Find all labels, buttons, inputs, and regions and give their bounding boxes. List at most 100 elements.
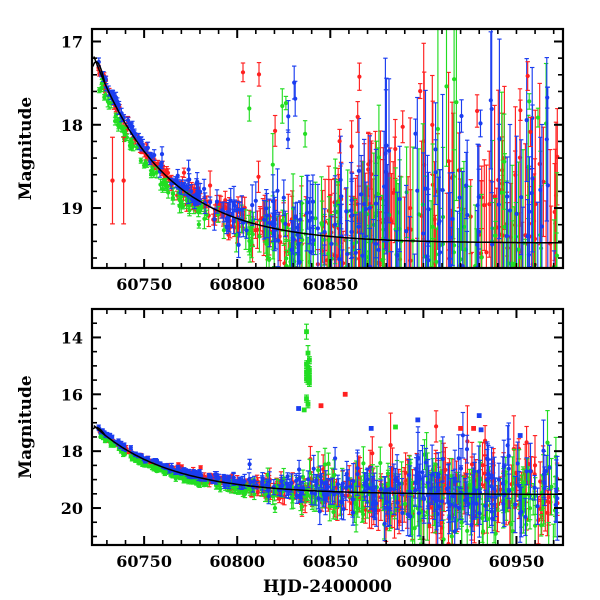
data-point: [181, 170, 187, 175]
y-tick-label: 19: [61, 199, 83, 218]
data-point: [250, 232, 255, 237]
data-point: [404, 229, 409, 234]
data-point: [526, 295, 530, 299]
panel-top: 60750 60800 60850 17 18 19 Magnitude: [16, 27, 565, 303]
data-point: [545, 95, 550, 100]
data-point: [497, 136, 502, 141]
data-point: [164, 167, 169, 173]
data-point: [527, 279, 531, 283]
data-point: [313, 216, 318, 221]
data-point: [239, 207, 244, 212]
data-point: [459, 113, 464, 119]
data-point: [390, 299, 394, 303]
data-point: [480, 463, 485, 468]
data-point: [232, 203, 237, 208]
data-point: [308, 210, 313, 215]
low-precision-points: [110, 61, 550, 225]
data-point: [158, 182, 163, 187]
data-point: [475, 203, 480, 208]
data-point: [138, 158, 143, 163]
data-point: [400, 124, 405, 129]
data-point: [408, 206, 413, 211]
data-point: [121, 129, 126, 134]
data-point: [262, 217, 267, 222]
data-point: [366, 279, 370, 283]
data-point: [349, 144, 354, 149]
data-point: [303, 131, 308, 136]
data-point: [367, 205, 372, 210]
data-point: [454, 100, 459, 105]
data-point: [470, 284, 474, 288]
data-points-top: [96, 30, 560, 303]
data-point: [353, 250, 358, 255]
x-tick-label: 60800: [209, 275, 265, 294]
data-point: [449, 274, 453, 278]
data-point: [223, 198, 228, 203]
axes-frame-top: [90, 27, 565, 270]
data-point: [488, 98, 493, 103]
data-point: [195, 179, 200, 184]
data-point: [536, 518, 541, 523]
data-point: [220, 208, 225, 213]
data-point: [450, 216, 455, 221]
data-point: [394, 285, 398, 289]
data-point: [478, 121, 483, 126]
data-point: [315, 226, 320, 231]
data-point: [273, 128, 278, 133]
data-points-bottom: [96, 405, 560, 544]
data-point: [350, 213, 355, 218]
data-point: [280, 103, 285, 109]
data-point: [212, 217, 217, 222]
data-point: [415, 188, 420, 193]
data-point: [286, 114, 291, 119]
data-point: [189, 189, 194, 194]
data-point: [376, 247, 381, 252]
data-point: [337, 257, 342, 262]
data-point: [382, 184, 387, 189]
data-point: [121, 178, 126, 183]
data-point: [327, 238, 332, 243]
data-point: [304, 269, 308, 273]
data-point: [293, 96, 298, 101]
data-point: [235, 207, 240, 212]
data-point: [373, 201, 378, 206]
data-point: [247, 106, 252, 111]
data-point: [363, 207, 369, 212]
data-point: [143, 147, 148, 152]
data-point: [474, 283, 478, 287]
data-point: [236, 242, 241, 247]
data-point: [475, 108, 480, 114]
data-point: [196, 222, 201, 227]
data-point: [357, 74, 362, 79]
data-point: [413, 131, 418, 136]
data-point: [530, 176, 535, 181]
data-point: [455, 274, 459, 278]
data-point: [501, 292, 505, 296]
data-point: [319, 269, 323, 273]
data-point: [436, 221, 441, 226]
data-point: [536, 292, 540, 296]
data-point: [469, 462, 475, 467]
data-point: [460, 264, 465, 267]
data-point: [528, 129, 533, 134]
data-point: [283, 221, 288, 226]
y-tick-label: 18: [61, 116, 83, 135]
data-point: [264, 206, 269, 211]
data-point: [198, 465, 203, 470]
data-point: [355, 114, 360, 119]
data-point: [514, 211, 519, 216]
data-point: [293, 215, 298, 220]
data-point: [170, 191, 175, 196]
data-point: [214, 199, 220, 204]
data-point: [479, 255, 484, 260]
data-point: [384, 143, 389, 148]
data-point: [516, 247, 521, 252]
data-point: [310, 215, 315, 220]
data-point: [429, 265, 433, 267]
data-point: [125, 118, 131, 123]
data-point: [446, 541, 451, 544]
data-point: [452, 77, 457, 82]
data-point: [424, 287, 428, 291]
